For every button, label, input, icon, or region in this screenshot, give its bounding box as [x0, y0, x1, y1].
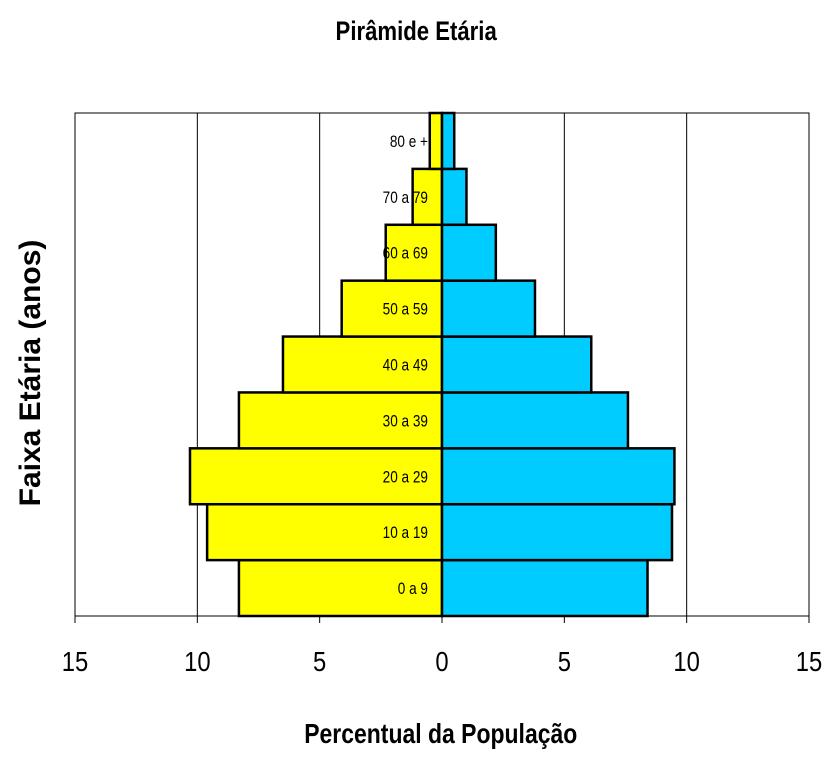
- x-tick-label: 10: [673, 645, 699, 677]
- chart-title: Pirâmide Etária: [335, 16, 497, 46]
- category-label: 40 a 49: [383, 356, 428, 375]
- x-tick-label: 5: [558, 645, 571, 677]
- category-label: 50 a 59: [383, 300, 428, 319]
- x-tick-label: 15: [796, 645, 822, 677]
- bar-left: [340, 279, 444, 338]
- category-label: 30 a 39: [383, 412, 428, 431]
- bars: [188, 111, 676, 618]
- bar-right: [440, 558, 649, 618]
- category-label: 80 e +: [390, 133, 428, 152]
- category-label: 10 a 19: [383, 524, 428, 543]
- category-label: 20 a 29: [383, 468, 428, 487]
- x-tick-label: 10: [184, 645, 210, 677]
- x-tick-label: 15: [62, 645, 88, 677]
- category-label: 60 a 69: [383, 244, 428, 263]
- x-tick-label: 5: [313, 645, 326, 677]
- category-label: 70 a 79: [383, 188, 428, 207]
- category-label: 0 a 9: [398, 580, 428, 599]
- x-tick-labels: 15 10 5 0 5 10 15: [62, 616, 822, 677]
- bar-right: [440, 502, 674, 562]
- bar-left: [411, 167, 444, 227]
- x-tick-label: 0: [435, 645, 448, 677]
- bar-right: [440, 279, 537, 338]
- bar-right: [440, 335, 593, 394]
- bar-right: [440, 391, 630, 450]
- bar-left: [281, 335, 444, 394]
- bar-right: [440, 111, 456, 171]
- bar-right: [440, 223, 498, 282]
- x-axis-title: Percentual da População: [304, 718, 578, 749]
- bar-left: [188, 447, 444, 506]
- bar-left: [428, 111, 444, 171]
- bar-right: [440, 447, 676, 506]
- category-labels: 0 a 9 10 a 19 20 a 29 30 a 39 40 a 49 50 a 59…: [383, 133, 428, 599]
- bar-left: [384, 223, 444, 282]
- bar-left: [237, 391, 444, 450]
- bar-right: [440, 167, 468, 227]
